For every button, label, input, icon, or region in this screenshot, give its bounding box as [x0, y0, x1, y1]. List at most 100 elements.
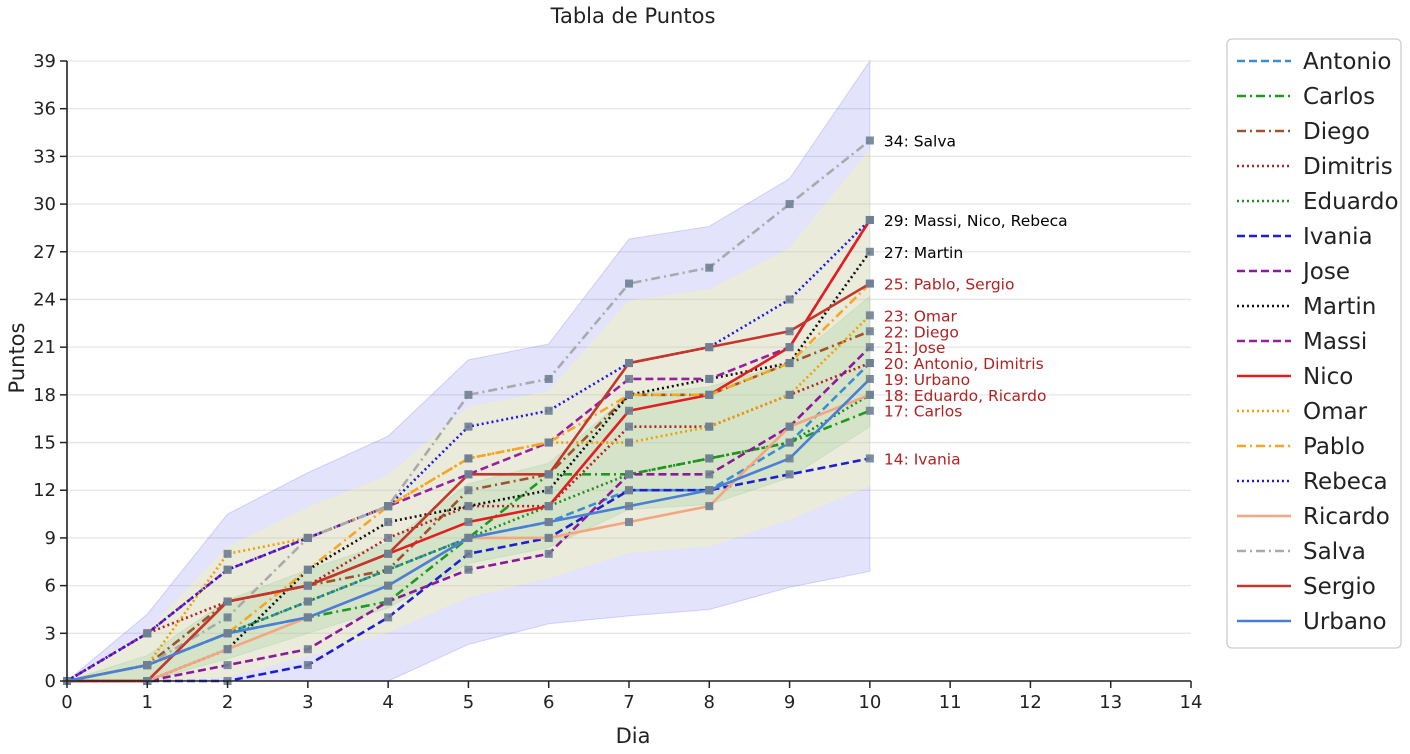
data-point: [625, 359, 633, 368]
data-point: [143, 661, 152, 670]
data-point: [464, 486, 473, 495]
end-labels: 34: Salva 29: Massi, Nico, Rebeca 27: Mart…: [884, 132, 1068, 468]
data-point: [705, 470, 714, 479]
data-point: [705, 263, 714, 272]
y-tick-label: 6: [45, 576, 56, 597]
data-point: [705, 502, 714, 511]
data-point: [223, 613, 232, 622]
data-point: [544, 438, 553, 447]
data-point: [865, 311, 874, 320]
axes: [60, 60, 1192, 688]
legend-entry-jose: Jose: [1301, 259, 1350, 285]
y-tick-label: 3: [45, 623, 56, 644]
data-point: [865, 406, 874, 415]
data-point: [705, 422, 714, 431]
data-point: [384, 502, 393, 511]
x-tick-label: 14: [1180, 692, 1203, 713]
data-point: [223, 661, 232, 670]
y-tick-label: 36: [33, 99, 56, 120]
data-point: [544, 518, 553, 527]
data-point: [464, 533, 473, 542]
data-point: [303, 661, 312, 670]
legend-entry-carlos: Carlos: [1303, 84, 1375, 110]
end-label: 23: Omar: [884, 307, 958, 325]
data-point: [223, 629, 232, 638]
chart-title: Tabla de Puntos: [550, 4, 716, 28]
data-point: [303, 533, 312, 542]
end-label: 17: Carlos: [884, 403, 962, 421]
data-point: [625, 438, 633, 447]
legend-entry-martin: Martin: [1303, 294, 1376, 320]
data-point: [303, 581, 312, 590]
end-label: 22: Diego: [884, 323, 959, 341]
legend-entry-ivania: Ivania: [1303, 224, 1373, 250]
data-point: [303, 613, 312, 622]
legend-entry-rebeca: Rebeca: [1303, 469, 1388, 495]
data-point: [705, 454, 714, 463]
data-point: [464, 390, 473, 399]
data-point: [865, 247, 874, 256]
data-point: [384, 549, 393, 558]
legend-entry-antonio: Antonio: [1303, 49, 1391, 75]
data-point: [544, 486, 553, 495]
data-point: [865, 454, 874, 463]
end-label: 20: Antonio, Dimitris: [884, 355, 1044, 373]
x-tick-label: 1: [142, 692, 153, 713]
x-tick-label: 4: [382, 692, 393, 713]
x-tick-label: 7: [623, 692, 634, 713]
data-point: [865, 359, 874, 368]
x-tick-label: 12: [1019, 692, 1042, 713]
data-point: [544, 502, 553, 511]
data-point: [384, 581, 393, 590]
data-point: [785, 390, 794, 399]
x-tick-label: 2: [222, 692, 233, 713]
data-point: [464, 549, 473, 558]
data-point: [705, 374, 714, 383]
data-point: [625, 390, 633, 399]
data-point: [785, 327, 794, 336]
data-point: [785, 343, 794, 352]
legend-entry-sergio: Sergio: [1303, 574, 1376, 600]
data-point: [223, 565, 232, 574]
data-point: [544, 533, 553, 542]
data-point: [785, 200, 794, 209]
data-point: [625, 406, 633, 415]
x-tick-label: 13: [1099, 692, 1122, 713]
data-point: [464, 454, 473, 463]
data-point: [384, 597, 393, 606]
legend-entry-pablo: Pablo: [1303, 434, 1365, 460]
data-point: [544, 470, 553, 479]
y-tick-label: 39: [33, 51, 56, 72]
data-point: [143, 629, 152, 638]
data-point: [384, 565, 393, 574]
end-label: 18: Eduardo, Ricardo: [884, 387, 1047, 405]
data-point: [384, 613, 393, 622]
series-line-martin: [67, 251, 871, 683]
y-tick-label: 24: [33, 289, 56, 310]
data-point: [303, 565, 312, 574]
data-point: [464, 518, 473, 527]
data-point: [705, 343, 714, 352]
end-label: 29: Massi, Nico, Rebeca: [884, 212, 1068, 230]
data-point: [625, 374, 633, 383]
legend-entry-omar: Omar: [1303, 399, 1368, 425]
y-tick-label: 30: [33, 194, 56, 215]
legend-entry-nico: Nico: [1303, 364, 1353, 390]
end-label: 14: Ivania: [884, 450, 961, 468]
x-tick-label: 5: [463, 692, 474, 713]
data-point: [464, 470, 473, 479]
legend-entry-ricardo: Ricardo: [1303, 504, 1390, 530]
end-label: 34: Salva: [884, 132, 956, 150]
x-tick-label: 0: [61, 692, 72, 713]
y-tick-label: 15: [33, 433, 56, 454]
data-point: [303, 597, 312, 606]
legend-entry-dimitris: Dimitris: [1303, 154, 1393, 180]
data-point: [625, 486, 633, 495]
data-point: [865, 390, 874, 399]
data-point: [384, 518, 393, 527]
data-point: [705, 390, 714, 399]
data-point: [865, 343, 874, 352]
y-axis-label: Puntos: [5, 323, 29, 394]
